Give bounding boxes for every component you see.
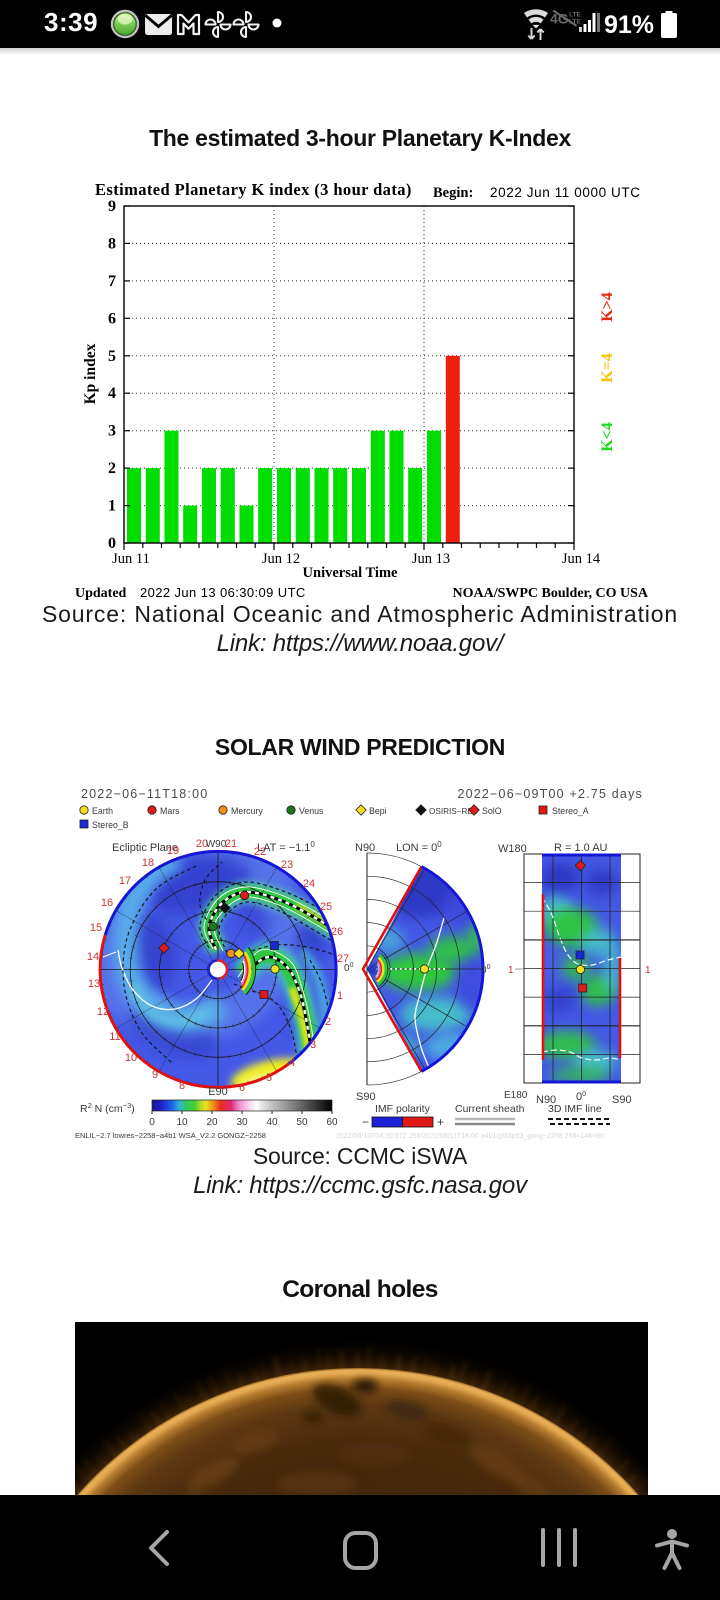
svg-text:0: 0 xyxy=(108,535,116,552)
svg-text:Jun 13: Jun 13 xyxy=(412,551,450,567)
svg-text:+: + xyxy=(437,1115,444,1129)
svg-text:3: 3 xyxy=(310,1039,316,1051)
svg-text:Jun 11: Jun 11 xyxy=(112,551,150,567)
svg-text:Bepi: Bepi xyxy=(369,806,387,816)
svg-text:20: 20 xyxy=(196,838,208,850)
svg-text:1: 1 xyxy=(508,965,514,976)
svg-text:1: 1 xyxy=(337,990,343,1002)
svg-text:W180: W180 xyxy=(498,843,527,855)
svg-text:19: 19 xyxy=(167,845,179,857)
svg-text:8: 8 xyxy=(108,235,116,252)
svg-text:NOAA/SWPC Boulder, CO USA: NOAA/SWPC Boulder, CO USA xyxy=(452,586,648,601)
svg-text:16: 16 xyxy=(101,897,113,909)
svg-text:21: 21 xyxy=(225,838,237,850)
svg-text:IMF polarity: IMF polarity xyxy=(375,1103,431,1115)
svg-text:91%: 91% xyxy=(604,11,654,39)
svg-text:9: 9 xyxy=(108,198,116,215)
svg-text:Updated: Updated xyxy=(75,586,127,601)
svg-text:50: 50 xyxy=(296,1117,308,1128)
svg-text:Venus: Venus xyxy=(299,806,324,816)
svg-text:ENLIL−2.7 lowres−2258−a4b1 WSA: ENLIL−2.7 lowres−2258−a4b1 WSA_V2.2 GONG… xyxy=(75,1131,266,1140)
svg-text:30: 30 xyxy=(236,1117,248,1128)
svg-text:Begin:: Begin: xyxy=(433,185,473,201)
svg-text:R = 1.0 AU: R = 1.0 AU xyxy=(554,842,608,854)
svg-text:6: 6 xyxy=(108,310,116,327)
svg-text:Earth: Earth xyxy=(92,806,113,816)
svg-text:Estimated Planetary K index (3: Estimated Planetary K index (3 hour data… xyxy=(95,180,412,199)
svg-text:R2 N (cm−3): R2 N (cm−3) xyxy=(80,1101,135,1115)
svg-text:Jun 12: Jun 12 xyxy=(262,551,300,567)
svg-text:K>4: K>4 xyxy=(599,292,616,322)
svg-text:OSIRIS−REx: OSIRIS−REx xyxy=(429,807,477,816)
svg-text:3: 3 xyxy=(108,423,116,440)
svg-text:17: 17 xyxy=(119,875,131,887)
svg-text:2022−06−09T00 +2.75 days: 2022−06−09T00 +2.75 days xyxy=(457,787,643,801)
svg-text:00: 00 xyxy=(344,962,354,974)
svg-text:15: 15 xyxy=(90,922,102,934)
svg-text:23: 23 xyxy=(281,859,293,871)
svg-text:22: 22 xyxy=(254,846,266,858)
svg-text:4: 4 xyxy=(108,385,116,402)
svg-text:10: 10 xyxy=(176,1117,188,1128)
svg-text:K=4: K=4 xyxy=(599,353,616,383)
svg-text:SolO: SolO xyxy=(482,806,502,816)
svg-text:Ecliptic Plane: Ecliptic Plane xyxy=(112,842,178,854)
svg-text:14: 14 xyxy=(87,951,99,963)
svg-text:2: 2 xyxy=(325,1016,331,1028)
svg-text:S90: S90 xyxy=(356,1091,376,1103)
svg-text:2022 Jun 13 06:30:09 UTC: 2022 Jun 13 06:30:09 UTC xyxy=(140,585,306,600)
svg-text:W90: W90 xyxy=(206,839,227,850)
svg-text:00: 00 xyxy=(576,1091,586,1103)
svg-text:0: 0 xyxy=(149,1117,155,1128)
svg-text:N90: N90 xyxy=(355,842,375,854)
svg-text:00: 00 xyxy=(481,964,491,976)
svg-text:10: 10 xyxy=(125,1052,137,1064)
svg-text:26: 26 xyxy=(331,926,343,938)
svg-text:11: 11 xyxy=(109,1031,120,1043)
svg-text:5: 5 xyxy=(108,348,116,365)
svg-text:LTE: LTE xyxy=(569,19,581,26)
svg-text:27: 27 xyxy=(337,953,349,965)
svg-text:20: 20 xyxy=(206,1117,218,1128)
svg-text:13: 13 xyxy=(88,978,100,990)
svg-text:E90: E90 xyxy=(208,1086,228,1098)
svg-text:Stereo_B: Stereo_B xyxy=(92,820,129,830)
svg-text:3D IMF line: 3D IMF line xyxy=(548,1103,602,1115)
svg-text:LAT = −1.10: LAT = −1.10 xyxy=(257,840,315,854)
svg-text:4G: 4G xyxy=(550,11,569,27)
svg-text:4: 4 xyxy=(289,1057,295,1069)
svg-text:9: 9 xyxy=(152,1069,158,1081)
svg-text:Mercury: Mercury xyxy=(231,806,263,816)
svg-text:Current sheath: Current sheath xyxy=(455,1103,525,1115)
svg-text:S90: S90 xyxy=(612,1094,632,1106)
svg-text:6: 6 xyxy=(239,1082,245,1094)
svg-text:12: 12 xyxy=(97,1006,109,1018)
svg-text:1: 1 xyxy=(645,965,651,976)
svg-text:2022−06−11T18:00: 2022−06−11T18:00 xyxy=(81,787,208,801)
svg-text:1: 1 xyxy=(108,498,116,515)
svg-text:8: 8 xyxy=(179,1080,185,1092)
svg-text:7: 7 xyxy=(108,273,116,290)
svg-text:2022/06/13T04:30:57Z 255/2022/: 2022/06/13T04:30:57Z 255/2022/06/11T18:0… xyxy=(336,1133,604,1140)
svg-text:LTE: LTE xyxy=(569,12,581,19)
svg-text:2022 Jun 11 0000 UTC: 2022 Jun 11 0000 UTC xyxy=(490,185,641,200)
svg-text:60: 60 xyxy=(326,1117,338,1128)
svg-text:N90: N90 xyxy=(536,1094,556,1106)
svg-text:2: 2 xyxy=(108,460,116,477)
svg-text:18: 18 xyxy=(142,857,154,869)
svg-text:25: 25 xyxy=(320,901,332,913)
svg-text:LON = 00: LON = 00 xyxy=(396,840,442,854)
svg-text:Jun 14: Jun 14 xyxy=(562,551,601,567)
svg-text:5: 5 xyxy=(266,1072,272,1084)
svg-text:24: 24 xyxy=(303,878,315,890)
svg-text:Mars: Mars xyxy=(160,806,180,816)
svg-text:Kp index: Kp index xyxy=(82,343,99,404)
svg-text:40: 40 xyxy=(266,1117,278,1128)
svg-text:Universal Time: Universal Time xyxy=(303,565,398,581)
svg-text:Stereo_A: Stereo_A xyxy=(552,806,589,816)
svg-text:−: − xyxy=(362,1115,369,1129)
svg-text:E180: E180 xyxy=(504,1090,528,1101)
svg-text:K<4: K<4 xyxy=(599,422,616,452)
